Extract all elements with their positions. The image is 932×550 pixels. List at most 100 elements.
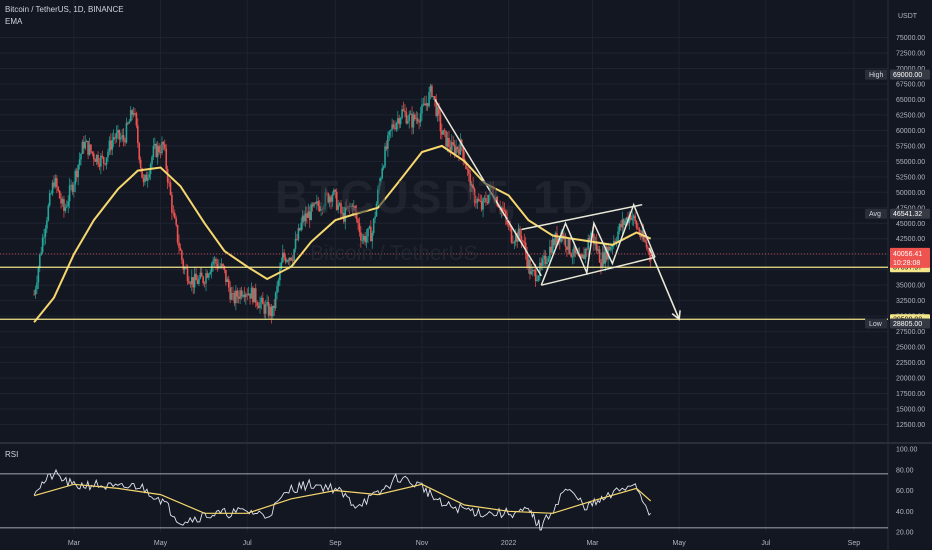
candle-body (536, 279, 538, 282)
candle-body (270, 306, 273, 317)
candle-body (371, 233, 374, 242)
candle-body (611, 245, 614, 247)
candle-body (487, 194, 490, 204)
candle-body (530, 271, 533, 275)
candle-body (83, 141, 85, 149)
price-axis-label: 60000.00 (896, 128, 925, 135)
low-tag-name-bg (865, 318, 887, 329)
currency-label: USDT (898, 13, 918, 20)
candle-body (284, 257, 287, 263)
candle-body (615, 240, 618, 242)
candle-body (338, 203, 341, 206)
candle-body (129, 110, 132, 122)
candle-body (244, 294, 247, 298)
rsi-indicator-label[interactable]: RSI (5, 450, 19, 459)
candle-body (46, 220, 48, 229)
candle-body (458, 149, 460, 155)
channel-lower-drawing (541, 256, 656, 286)
candle-body (539, 262, 541, 276)
candle-body (543, 255, 545, 260)
candle-body (351, 205, 354, 211)
candle-body (340, 203, 342, 214)
candle-body (433, 96, 436, 100)
candle-body (587, 238, 590, 250)
candle-body (436, 107, 439, 116)
candle-body (485, 198, 487, 202)
candle-body (600, 262, 602, 268)
candle-body (206, 273, 209, 278)
candle-body (291, 259, 294, 261)
candle-body (257, 305, 260, 309)
candle-body (94, 159, 96, 162)
candle-body (216, 263, 219, 269)
candle-body (478, 199, 480, 201)
price-axis-label: 75000.00 (896, 35, 925, 42)
symbol-watermark: BTCUSDT, 1D (275, 171, 597, 223)
x-tick-label: Sep (848, 540, 861, 547)
symbol-title[interactable]: Bitcoin / TetherUS, 1D, BINANCE (5, 5, 124, 14)
candle-body (324, 192, 327, 207)
price-axis-label: 35000.00 (896, 283, 925, 290)
candle-body (401, 109, 403, 119)
high-tag-name-bg (865, 69, 887, 80)
candle-body (443, 130, 446, 131)
candle-body (641, 230, 644, 238)
candle-body (223, 266, 226, 270)
price-axis-label: 22500.00 (896, 360, 925, 367)
candle-body (246, 294, 249, 296)
candle-body (281, 252, 284, 263)
candle-body (598, 249, 601, 263)
current-price-value: 40056.41 (893, 251, 922, 258)
ema-line (33, 144, 652, 323)
candle-body (308, 211, 311, 221)
candle-body (395, 123, 398, 130)
candle-body (622, 219, 625, 225)
candle-body (64, 207, 67, 211)
candle-body (44, 228, 47, 237)
candle-body (389, 129, 392, 132)
bar-countdown: 10:28:08 (893, 260, 920, 267)
level-tag-value: 37897.97 (893, 265, 922, 272)
candle-body (398, 118, 401, 125)
candle-body (161, 142, 163, 154)
ema-indicator-label[interactable]: EMA (5, 17, 23, 26)
candle-body (634, 215, 636, 221)
candle-body (48, 193, 51, 206)
forecast-arrow-head (671, 310, 681, 321)
candle-body (608, 246, 611, 251)
candle-body (402, 109, 405, 111)
candle-body (479, 200, 482, 202)
candle-body (175, 218, 177, 225)
candle-body (331, 194, 334, 202)
candle-body (176, 224, 179, 243)
candle-body (156, 145, 159, 157)
candle-body (605, 246, 608, 260)
candle-body (573, 246, 575, 257)
candle-body (242, 294, 244, 297)
candle-body (583, 254, 585, 260)
candle-body (53, 182, 55, 187)
price-axis-label: 62500.00 (896, 112, 925, 119)
candle-body (550, 246, 553, 253)
candle-body (162, 142, 165, 145)
candle-body (631, 218, 634, 220)
candle-body (314, 202, 317, 204)
candle-body (142, 177, 145, 183)
x-tick-label: Jul (761, 540, 770, 547)
name-watermark: Bitcoin / TetherUS (310, 242, 478, 265)
candle-body (523, 241, 526, 243)
candle-body (262, 297, 264, 305)
candle-body (56, 178, 58, 188)
candle-body (229, 287, 231, 300)
candle-body (220, 263, 223, 268)
candle-body (453, 144, 456, 154)
candle-body (209, 271, 212, 275)
candle-body (337, 205, 339, 210)
candle-body (441, 131, 443, 135)
candle-body (316, 201, 318, 204)
price-axis-label: 70000.00 (896, 66, 925, 73)
candle-body (317, 201, 320, 207)
price-axis-label: 17500.00 (896, 391, 925, 398)
candle-body (382, 166, 385, 169)
